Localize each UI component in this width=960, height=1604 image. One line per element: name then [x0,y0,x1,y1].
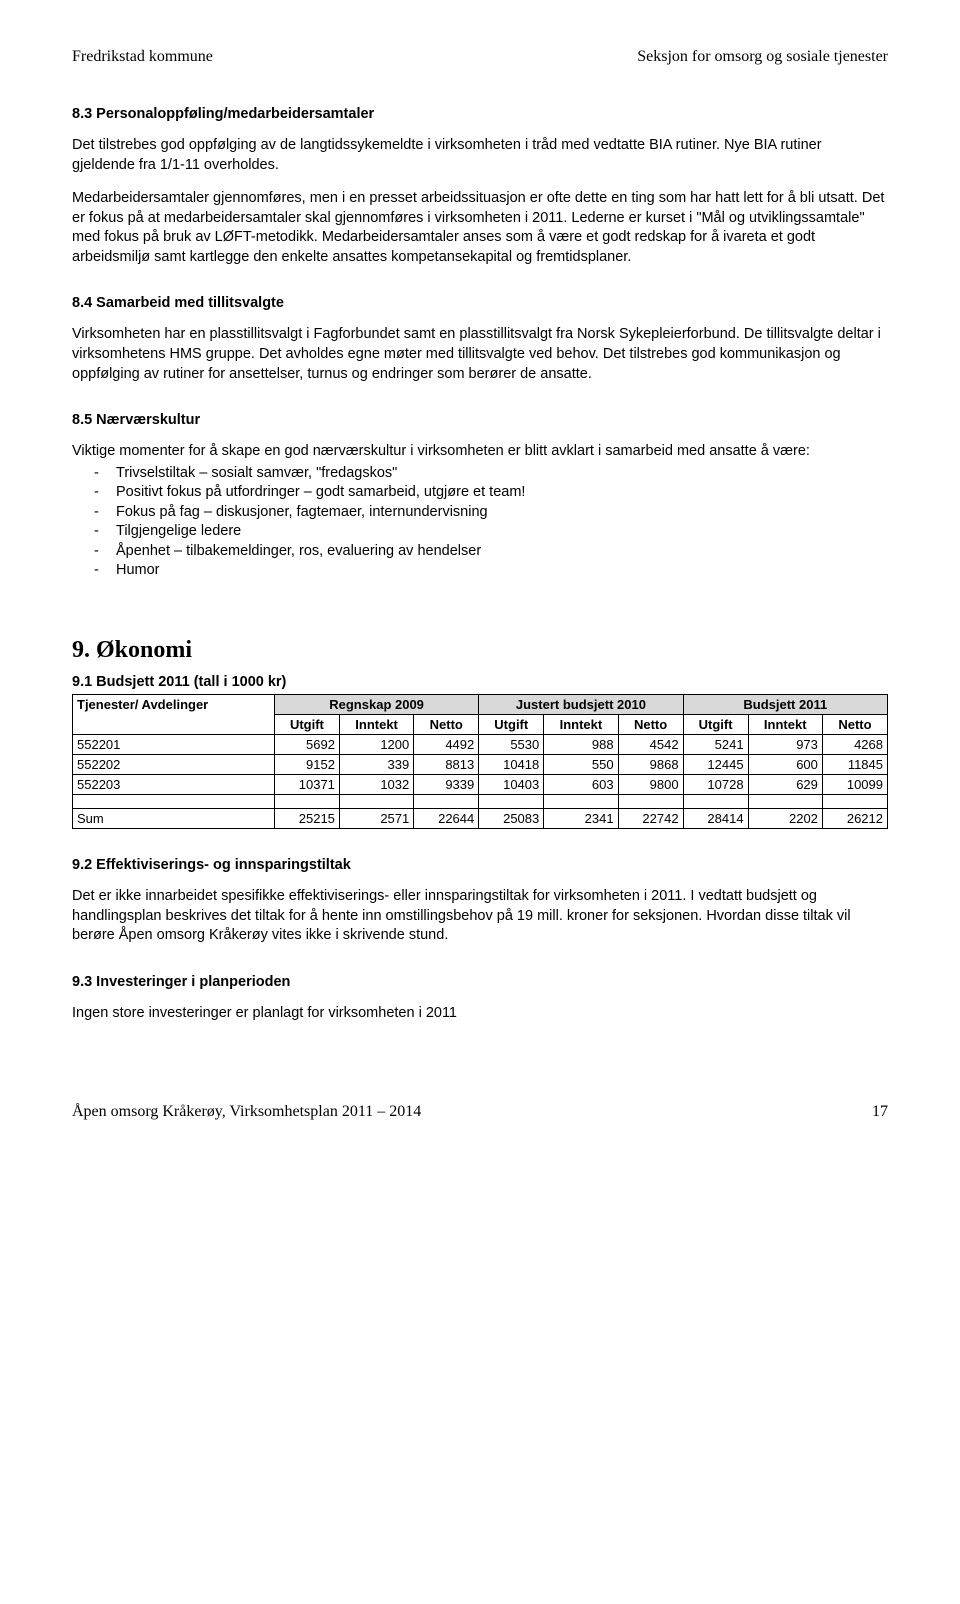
table-subheader: Inntekt [339,715,413,735]
table-row: 552203 10371 1032 9339 10403 603 9800 10… [73,775,888,795]
table-subheader: Utgift [479,715,544,735]
table-header: Justert budsjett 2010 [479,695,683,715]
table-cell: 552202 [73,755,275,775]
table-header: Regnskap 2009 [274,695,478,715]
table-cell: 552201 [73,735,275,755]
list-item: Åpenhet – tilbakemeldinger, ros, evaluer… [116,542,888,562]
table-cell: 8813 [414,755,479,775]
table-subheader: Netto [414,715,479,735]
table-cell: 25215 [274,809,339,829]
header-left: Fredrikstad kommune [72,48,213,66]
paragraph: Det tilstrebes god oppfølging av de lang… [72,136,888,175]
table-cell: 12445 [683,755,748,775]
table-cell: 2571 [339,809,413,829]
table-cell: 600 [748,755,822,775]
table-cell: 9800 [618,775,683,795]
table-cell: 339 [339,755,413,775]
table-cell: 22644 [414,809,479,829]
header-right: Seksjon for omsorg og sosiale tjenester [637,48,888,66]
paragraph: Viktige momenter for å skape en god nærv… [72,442,888,462]
table-row: 552201 5692 1200 4492 5530 988 4542 5241… [73,735,888,755]
heading-8-5: 8.5 Nærværskultur [72,412,888,428]
list-item: Fokus på fag – diskusjoner, fagtemaer, i… [116,503,888,523]
table-cell: 4542 [618,735,683,755]
table-cell: 629 [748,775,822,795]
table-cell: 5692 [274,735,339,755]
table-spacer [73,795,275,809]
table-subheader: Netto [822,715,887,735]
table-row: 552202 9152 339 8813 10418 550 9868 1244… [73,755,888,775]
table-cell: 9339 [414,775,479,795]
table-cell: 26212 [822,809,887,829]
heading-8-4: 8.4 Samarbeid med tillitsvalgte [72,295,888,311]
table-cell: 9152 [274,755,339,775]
heading-9: 9. Økonomi [72,637,888,664]
table-cell: 9868 [618,755,683,775]
paragraph: Ingen store investeringer er planlagt fo… [72,1004,888,1024]
table-cell: 5241 [683,735,748,755]
list-item: Positivt fokus på utfordringer – godt sa… [116,483,888,503]
table-subheader: Inntekt [544,715,618,735]
bullet-list: Trivselstiltak – sosialt samvær, "fredag… [72,464,888,581]
table-cell: 10371 [274,775,339,795]
table-cell: 10418 [479,755,544,775]
table-cell: 1032 [339,775,413,795]
table-subheader: Utgift [274,715,339,735]
page-footer: Åpen omsorg Kråkerøy, Virksomhetsplan 20… [72,1103,888,1121]
table-cell: 550 [544,755,618,775]
paragraph: Det er ikke innarbeidet spesifikke effek… [72,887,888,946]
table-subheader: Inntekt [748,715,822,735]
footer-left: Åpen omsorg Kråkerøy, Virksomhetsplan 20… [72,1103,421,1121]
footer-page-number: 17 [872,1103,888,1121]
heading-8-3: 8.3 Personaloppføling/medarbeidersamtale… [72,106,888,122]
table-cell: 10728 [683,775,748,795]
table-subheader: Netto [618,715,683,735]
list-item: Humor [116,561,888,581]
heading-9-1: 9.1 Budsjett 2011 (tall i 1000 kr) [72,674,888,690]
table-cell: 4492 [414,735,479,755]
table-cell: 1200 [339,735,413,755]
heading-9-3: 9.3 Investeringer i planperioden [72,974,888,990]
table-cell: 10403 [479,775,544,795]
table-cell: 10099 [822,775,887,795]
table-cell: 11845 [822,755,887,775]
page-header: Fredrikstad kommune Seksjon for omsorg o… [72,48,888,66]
table-cell: 25083 [479,809,544,829]
table-cell: 603 [544,775,618,795]
table-cell: 2341 [544,809,618,829]
table-cell: Sum [73,809,275,829]
table-cell: 28414 [683,809,748,829]
table-cell: 4268 [822,735,887,755]
list-item: Tilgjengelige ledere [116,522,888,542]
budget-table: Tjenester/ Avdelinger Regnskap 2009 Just… [72,694,888,829]
table-row-sum: Sum 25215 2571 22644 25083 2341 22742 28… [73,809,888,829]
list-item: Trivselstiltak – sosialt samvær, "fredag… [116,464,888,484]
table-cell: 5530 [479,735,544,755]
table-header: Tjenester/ Avdelinger [73,695,275,735]
paragraph: Virksomheten har en plasstillitsvalgt i … [72,325,888,384]
table-cell: 22742 [618,809,683,829]
table-header: Budsjett 2011 [683,695,887,715]
table-subheader: Utgift [683,715,748,735]
paragraph: Medarbeidersamtaler gjennomføres, men i … [72,189,888,267]
table-cell: 2202 [748,809,822,829]
table-cell: 988 [544,735,618,755]
table-cell: 552203 [73,775,275,795]
heading-9-2: 9.2 Effektiviserings- og innsparingstilt… [72,857,888,873]
table-cell: 973 [748,735,822,755]
